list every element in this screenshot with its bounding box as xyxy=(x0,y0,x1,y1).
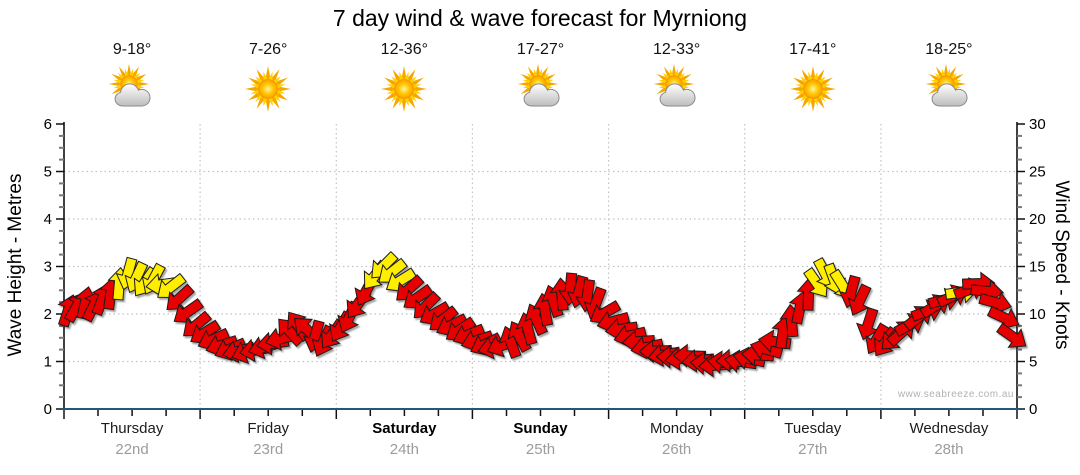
date-label: 22nd xyxy=(115,441,149,458)
right-axis-tick-label: 15 xyxy=(1029,259,1046,276)
left-axis-tick-label: 4 xyxy=(44,211,52,228)
left-axis-title: Wave Height - Metres xyxy=(5,173,26,357)
left-axis-tick-label: 2 xyxy=(44,306,52,323)
day-label: Saturday xyxy=(372,420,437,437)
weather-icon-sunny xyxy=(243,64,293,114)
day-label: Monday xyxy=(649,420,704,437)
day-label: Friday xyxy=(247,420,290,437)
day-label: Sunday xyxy=(513,420,568,437)
right-axis-tick-label: 25 xyxy=(1029,164,1046,181)
right-axis-tick-label: 20 xyxy=(1029,211,1046,228)
weather-icon-sunny xyxy=(788,64,838,114)
temperature-range: 18-25° xyxy=(925,41,973,58)
temperature-range: 9-18° xyxy=(112,41,152,58)
day-label: Wednesday xyxy=(909,420,989,437)
day-label: Thursday xyxy=(100,420,164,437)
date-label: 24th xyxy=(389,441,419,458)
right-axis-title: Wind Speed - Knots xyxy=(1051,180,1072,350)
left-axis-tick-label: 6 xyxy=(44,116,52,133)
weather-icon-partly-cloudy xyxy=(107,63,157,114)
weather-icon-partly-cloudy xyxy=(652,63,702,114)
right-axis-tick-label: 10 xyxy=(1029,306,1046,323)
date-label: 28th xyxy=(934,441,964,458)
left-axis-tick-label: 1 xyxy=(44,354,52,371)
wind-arrow xyxy=(847,283,872,316)
weather-icon-partly-cloudy xyxy=(516,63,566,114)
right-axis-tick-label: 5 xyxy=(1029,354,1037,371)
wind-arrow xyxy=(996,322,1027,348)
date-label: 23rd xyxy=(253,441,284,458)
right-axis-tick-label: 0 xyxy=(1029,401,1037,418)
weather-icon-partly-cloudy xyxy=(924,63,974,114)
day-label: Tuesday xyxy=(784,420,842,437)
chart-title: 7 day wind & wave forecast for Myrniong xyxy=(332,5,748,31)
left-axis-tick-label: 5 xyxy=(44,164,52,181)
left-axis-tick-label: 3 xyxy=(44,259,52,276)
wind-arrow xyxy=(173,298,205,324)
temperature-range: 12-33° xyxy=(652,41,701,58)
right-axis-tick-label: 30 xyxy=(1029,116,1046,133)
temperature-range: 7-26° xyxy=(248,41,288,58)
temperature-range: 17-27° xyxy=(516,41,565,58)
date-label: 26th xyxy=(662,441,692,458)
left-axis-tick-label: 0 xyxy=(44,401,52,418)
date-label: 25th xyxy=(525,441,556,458)
wind-arrow xyxy=(166,283,195,311)
temperature-range: 17-41° xyxy=(789,41,837,58)
date-label: 27th xyxy=(798,441,828,458)
watermark: www.seabreeze.com.au xyxy=(897,389,1014,400)
temperature-range: 12-36° xyxy=(380,41,428,58)
weather-icon-sunny xyxy=(379,64,429,114)
